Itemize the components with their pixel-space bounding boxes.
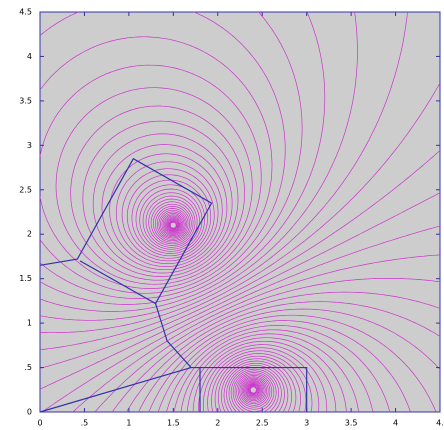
x-tick-label: 4	[393, 419, 398, 428]
x-tick-label: 3.5	[345, 419, 358, 428]
y-tick-label: 2	[27, 230, 32, 239]
y-tick-label: 3.5	[19, 96, 32, 105]
y-tick-label: 4.5	[19, 8, 32, 17]
boundary-line	[39, 366, 192, 413]
x-tick-label: 2.5	[256, 419, 269, 428]
boundary-line	[39, 157, 213, 305]
contour-lines	[39, 11, 441, 413]
x-tick-label: 1.5	[167, 419, 180, 428]
x-tick-label: 3	[304, 419, 309, 428]
y-tick-label: 1.5	[19, 274, 32, 283]
y-tick-label: .5	[24, 363, 32, 372]
x-tick-label: 1	[126, 419, 131, 428]
y-tick-label: 3	[27, 141, 32, 150]
y-tick-label: 0	[27, 408, 32, 417]
y-tick-label: 4	[27, 52, 32, 61]
x-tick-label: .5	[81, 419, 89, 428]
y-tick-label: 1	[27, 319, 32, 328]
x-tick-label: 0	[37, 419, 42, 428]
y-tick-label: 2.5	[19, 185, 32, 194]
x-tick-label: 2	[215, 419, 220, 428]
x-tick-label: 4.	[436, 419, 444, 428]
